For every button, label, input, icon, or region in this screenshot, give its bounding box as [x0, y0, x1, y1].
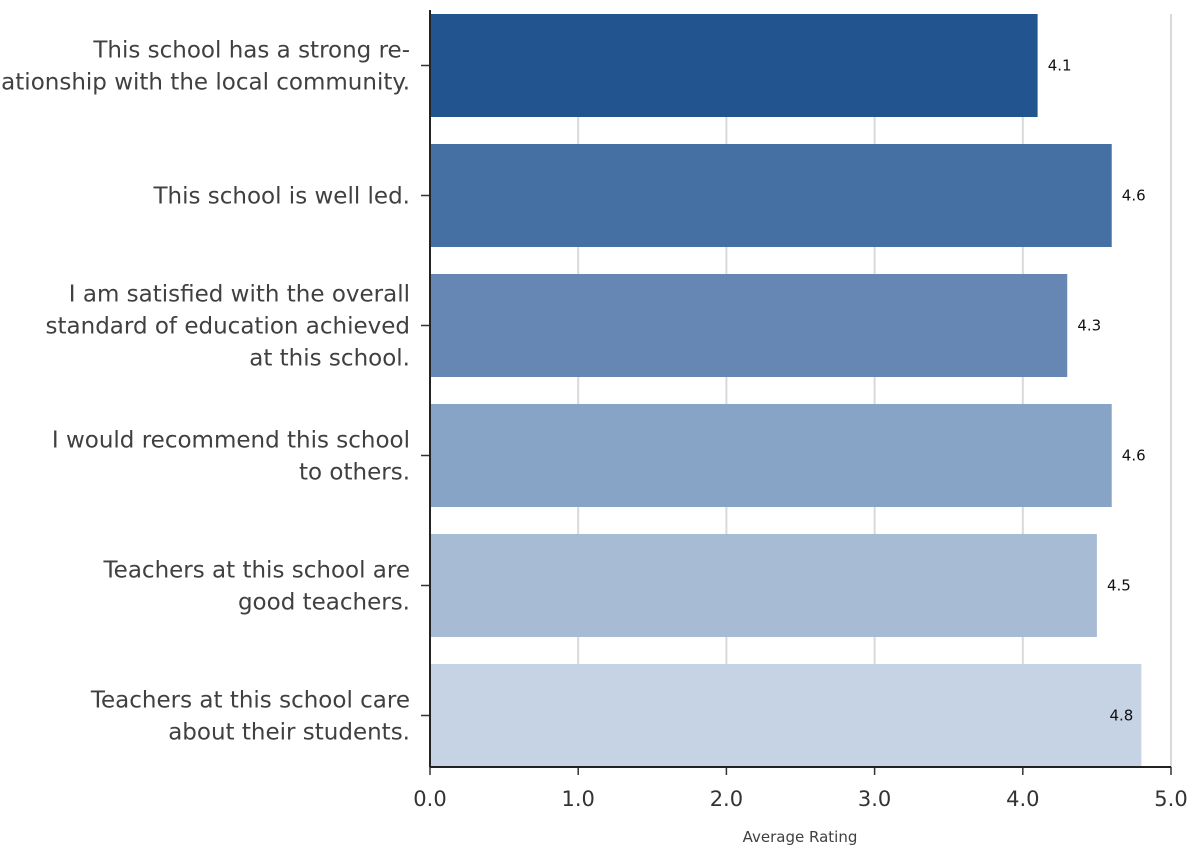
- data-label: 4.5: [1107, 577, 1131, 595]
- category-label-line: Teachers at this school are: [103, 558, 410, 584]
- category-label-line: I am satisfied with the overall: [69, 282, 410, 308]
- category-labels: This school has a strong re-lationship w…: [0, 38, 410, 746]
- category-label-line: at this school.: [249, 346, 410, 372]
- category-label: Teachers at this school are good teachers…: [103, 558, 410, 616]
- x-tick-label: 4.0: [1006, 787, 1039, 811]
- gridlines: [577, 14, 1172, 767]
- bar: [430, 274, 1068, 377]
- data-label: 4.6: [1122, 447, 1146, 465]
- category-label-line: This school has a strong re-: [92, 38, 410, 64]
- x-tick-label: 2.0: [710, 787, 743, 811]
- bars: [430, 14, 1142, 767]
- category-label-line: to others.: [299, 460, 410, 486]
- data-labels: 4.1 4.6 4.3 4.6 4.5 4.8: [1048, 57, 1146, 725]
- axes: [421, 10, 1172, 775]
- x-tick-labels: 0.0 1.0 2.0 3.0 4.0 5.0: [413, 787, 1187, 811]
- category-label: This school has a strong re-lationship w…: [0, 38, 410, 96]
- x-tick-label: 3.0: [858, 787, 891, 811]
- category-label-line: I would recommend this school: [52, 428, 410, 454]
- data-label: 4.6: [1122, 187, 1146, 205]
- bar: [430, 144, 1112, 247]
- category-label: Teachers at this school care about their …: [90, 688, 410, 746]
- data-label: 4.3: [1077, 317, 1101, 335]
- category-label-line: Teachers at this school care: [90, 688, 410, 714]
- category-label-line: about their students.: [168, 720, 410, 746]
- bar: [430, 534, 1097, 637]
- x-tick-label: 1.0: [561, 787, 594, 811]
- category-label: I am satisfied with the overall standard …: [46, 282, 410, 372]
- x-axis-title: Average Rating: [743, 828, 858, 846]
- bar: [430, 14, 1038, 117]
- category-label-line: lationship with the local community.: [0, 70, 410, 96]
- category-label: I would recommend this school to others.: [52, 428, 410, 486]
- category-label-line: This school is well led.: [152, 184, 410, 210]
- data-label: 4.8: [1110, 707, 1134, 725]
- x-tick-label: 5.0: [1154, 787, 1187, 811]
- x-tick-label: 0.0: [413, 787, 446, 811]
- category-label-line: standard of education achieved: [46, 314, 410, 340]
- category-label: This school is well led.: [152, 184, 410, 210]
- bar: [430, 664, 1142, 767]
- category-label-line: good teachers.: [238, 590, 410, 616]
- data-label: 4.1: [1048, 57, 1072, 75]
- bar: [430, 404, 1112, 507]
